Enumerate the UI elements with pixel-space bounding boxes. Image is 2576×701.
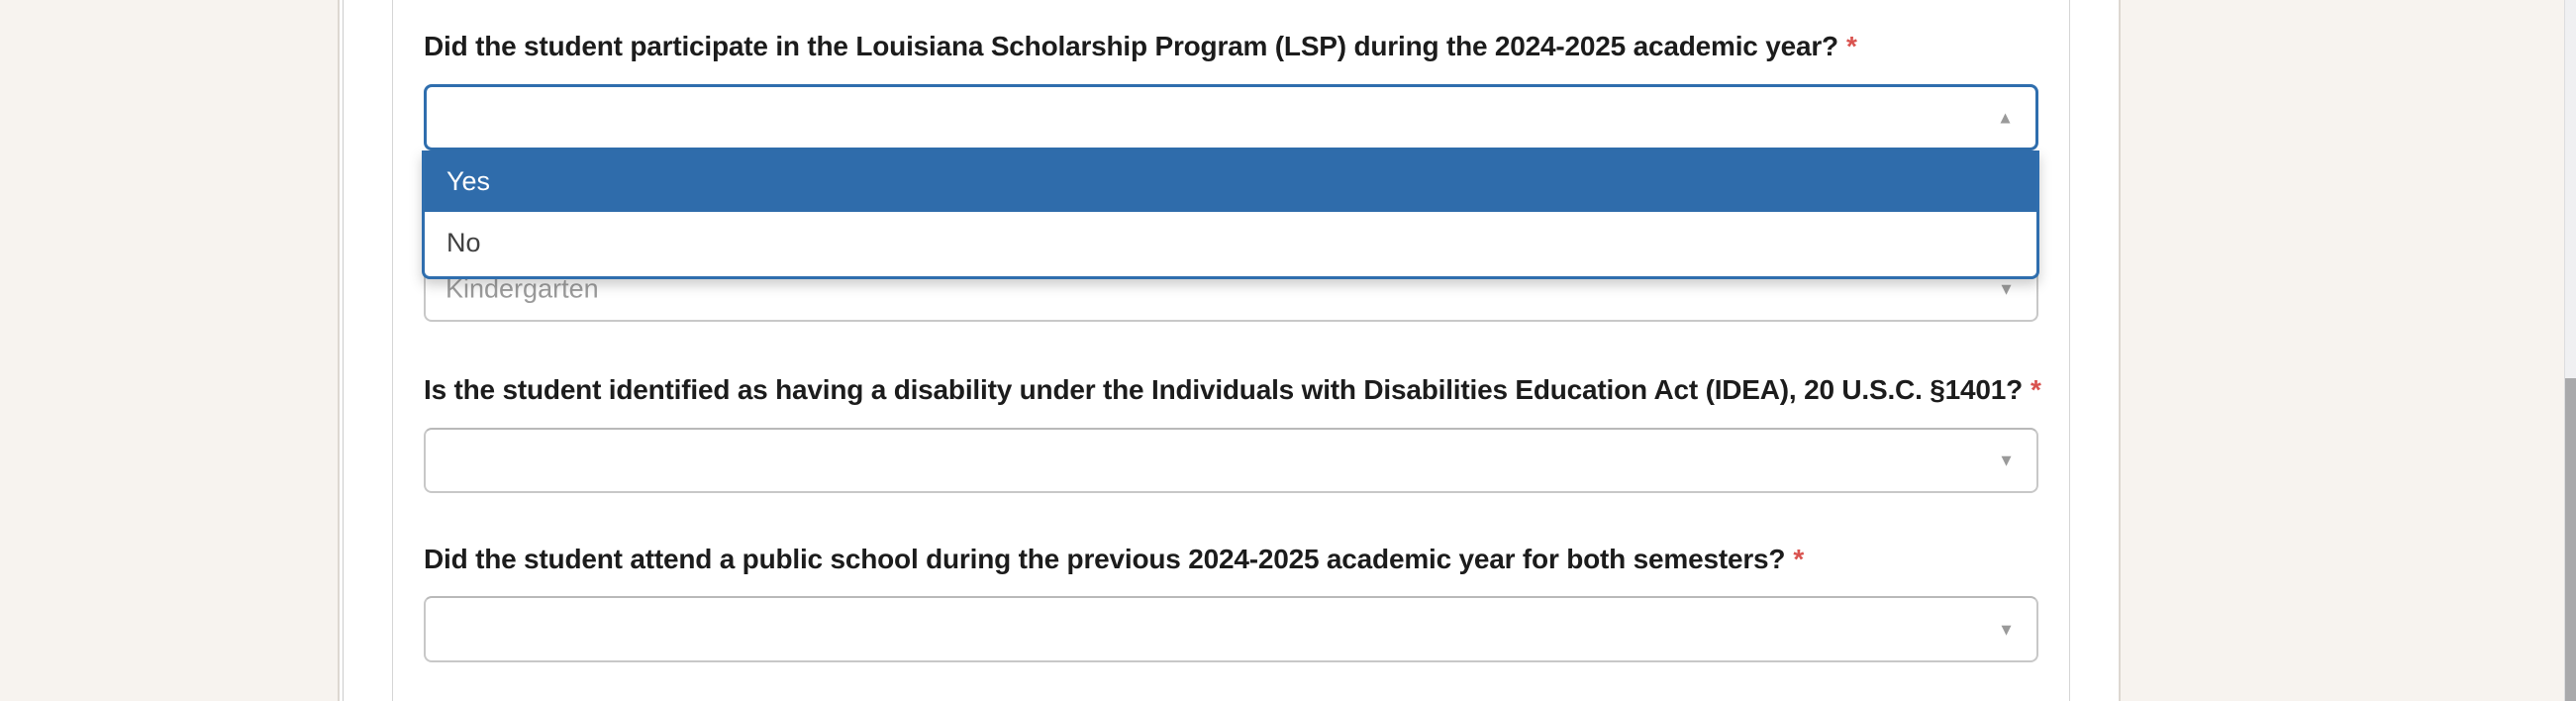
scrollbar-track[interactable] [2564,0,2576,701]
public-school-select[interactable]: ▼ [424,596,2038,662]
idea-question-text: Is the student identified as having a di… [424,374,2023,405]
public-school-question-label: Did the student attend a public school d… [424,544,2047,575]
lsp-dropdown-list: Yes No [422,150,2039,279]
dropdown-option-yes[interactable]: Yes [425,150,2036,212]
required-asterisk: * [1845,31,1857,61]
idea-question-label: Is the student identified as having a di… [424,374,2047,406]
card-right-border [2069,0,2070,701]
caret-down-icon[interactable]: ▼ [1998,620,2015,639]
public-school-question-text: Did the student attend a public school d… [424,544,1786,574]
caret-down-icon[interactable]: ▼ [1998,279,2015,298]
dropdown-option-no[interactable]: No [446,227,481,257]
idea-select[interactable]: ▼ [424,428,2038,493]
required-asterisk: * [1793,544,1805,574]
required-asterisk: * [2031,374,2041,405]
lsp-question-label: Did the student participate in the Louis… [424,31,2047,62]
caret-down-icon[interactable]: ▼ [1998,451,2015,470]
lsp-question-text: Did the student participate in the Louis… [424,31,1838,61]
scrollbar-thumb[interactable] [2565,378,2576,701]
sheet-inner-border [343,0,344,701]
lsp-select[interactable]: ▲ [424,84,2038,150]
caret-up-icon[interactable]: ▲ [1997,108,2014,127]
card-left-border [392,0,393,701]
